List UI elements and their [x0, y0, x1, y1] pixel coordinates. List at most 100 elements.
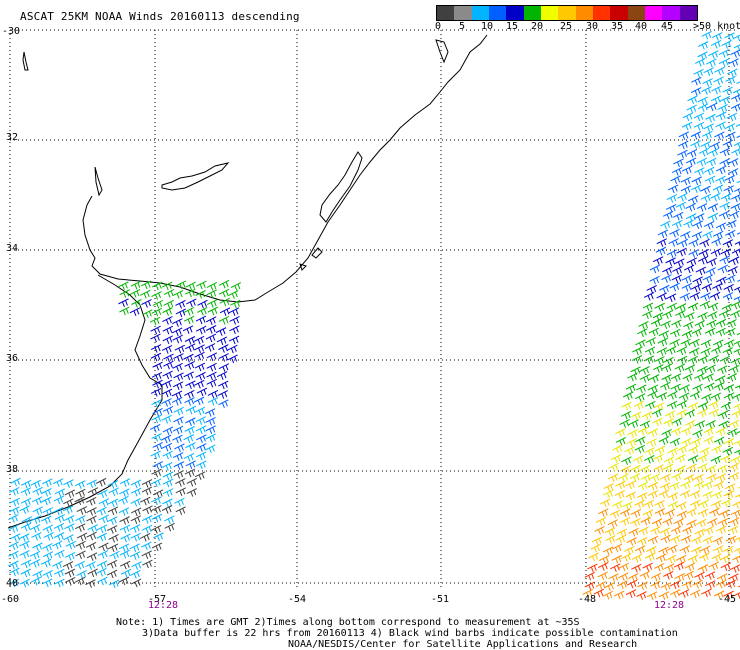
wind-barb: [706, 319, 717, 329]
wind-barb: [206, 362, 217, 372]
wind-barb: [670, 534, 681, 544]
wind-barb: [152, 379, 163, 389]
wind-barb: [85, 579, 96, 588]
wind-barb: [660, 320, 671, 330]
wind-barb: [709, 507, 720, 517]
wind-barb: [732, 501, 740, 509]
wind-barb: [701, 30, 712, 40]
wind-barb: [184, 397, 195, 406]
wind-barb: [729, 564, 740, 573]
wind-barb: [726, 112, 738, 122]
wind-barb: [715, 111, 727, 121]
wind-barb: [665, 554, 677, 564]
wind-barb: [163, 353, 174, 363]
wind-barb: [711, 237, 722, 247]
wind-barb: [660, 220, 671, 230]
wind-barb: [669, 228, 680, 238]
wind-barb: [688, 238, 699, 248]
wind-barb: [717, 410, 729, 420]
wind-barb: [701, 588, 712, 598]
wind-barb: [693, 68, 704, 78]
wind-barb: [684, 364, 696, 374]
wind-barb: [714, 131, 725, 141]
wind-barb: [713, 436, 725, 446]
wind-barb: [161, 442, 173, 452]
wind-barb: [676, 510, 688, 520]
wind-barb: [172, 381, 184, 391]
wind-barb: [42, 551, 54, 560]
wind-barb: [687, 355, 699, 365]
wind-barb: [217, 390, 228, 399]
wind-barb: [162, 335, 174, 344]
wind-barb: [710, 40, 722, 49]
wind-barb: [698, 552, 710, 562]
wind-barb: [152, 407, 163, 417]
wind-barb: [727, 168, 739, 177]
legend-swatch: [488, 6, 507, 20]
wind-barb: [727, 266, 738, 275]
wind-barb: [630, 509, 642, 518]
coastline-main: [82, 34, 488, 303]
wind-barb: [711, 553, 722, 562]
wind-barb: [149, 423, 161, 433]
wind-barb: [107, 543, 119, 553]
wind-barb: [736, 332, 740, 336]
wind-barb: [142, 505, 153, 514]
wind-barb: [678, 392, 690, 402]
wind-barb: [663, 571, 674, 580]
legend-label: 40: [634, 21, 648, 32]
wind-barb: [676, 346, 687, 356]
wind-barb: [619, 517, 631, 526]
wind-barb: [640, 473, 652, 483]
wind-barb: [650, 318, 662, 328]
wind-barb: [63, 498, 74, 508]
wind-barb: [713, 545, 724, 554]
wind-barb: [595, 581, 607, 590]
wind-barb: [131, 299, 142, 308]
wind-barb: [677, 192, 688, 202]
pass-time-east: 12:28: [653, 600, 685, 611]
lagoon-mirim: [311, 247, 323, 259]
pass-time-west: 12:28: [147, 600, 179, 611]
wind-barb: [645, 400, 656, 410]
wind-barb: [670, 373, 682, 382]
wind-barb: [635, 436, 646, 445]
wind-barb: [597, 562, 609, 571]
wind-barb: [658, 489, 669, 499]
wind-barb: [722, 347, 734, 356]
wind-barb: [681, 580, 693, 589]
wind-barb: [162, 488, 174, 497]
wind-barb: [652, 256, 664, 265]
wind-barb: [19, 533, 30, 542]
wind-barb: [163, 289, 175, 298]
wind-barb: [652, 312, 664, 321]
wind-barb: [618, 562, 630, 572]
wind-barb: [196, 434, 207, 444]
wind-barb: [650, 572, 662, 582]
wind-barb: [52, 560, 63, 570]
wind-barb: [205, 416, 216, 426]
note-line-1: Note: 1) Times are GMT 2)Times along bot…: [116, 617, 580, 628]
wind-barb: [672, 265, 683, 275]
wind-barb: [712, 536, 723, 546]
wind-barb: [40, 558, 52, 568]
wind-barb: [679, 489, 691, 499]
wind-barb: [688, 249, 699, 258]
wind-barb: [216, 371, 228, 380]
wind-barb: [728, 573, 739, 582]
legend-label: 20: [530, 21, 544, 32]
wind-barb: [637, 328, 648, 337]
wind-barb: [684, 409, 696, 418]
wind-barb: [649, 264, 660, 274]
wind-barb: [98, 514, 109, 524]
wind-barb: [120, 568, 132, 578]
wind-barb: [206, 299, 218, 308]
wind-barb: [730, 203, 740, 212]
wind-barb: [702, 230, 713, 240]
wind-barb: [183, 452, 195, 462]
wind-barb: [730, 357, 740, 367]
lon-label-45: -45: [717, 594, 737, 605]
wind-barb: [694, 528, 705, 538]
wind-barb: [184, 336, 196, 345]
wind-barb: [715, 375, 726, 385]
